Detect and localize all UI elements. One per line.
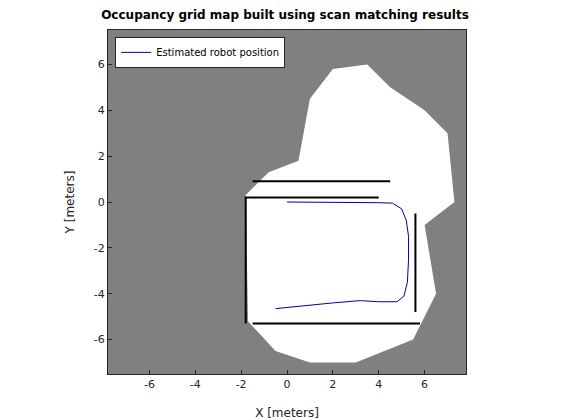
svg-text:6: 6 [421,378,428,391]
svg-text:0: 0 [284,378,291,391]
svg-text:2: 2 [329,378,336,391]
svg-text:Occupancy grid map built using: Occupancy grid map built using scan matc… [101,8,469,22]
svg-text:Estimated robot position: Estimated robot position [156,47,279,58]
svg-text:-2: -2 [94,242,105,255]
svg-text:6: 6 [98,58,105,71]
svg-text:-2: -2 [236,378,247,391]
svg-text:-6: -6 [94,333,105,346]
svg-text:Y [meters]: Y [meters] [63,171,77,235]
svg-text:X [meters]: X [meters] [255,406,319,420]
svg-text:-6: -6 [144,378,155,391]
svg-text:2: 2 [98,150,105,163]
svg-text:0: 0 [98,196,105,209]
svg-text:4: 4 [375,378,382,391]
svg-text:-4: -4 [190,378,201,391]
svg-text:-4: -4 [94,288,105,301]
svg-text:4: 4 [98,104,105,117]
